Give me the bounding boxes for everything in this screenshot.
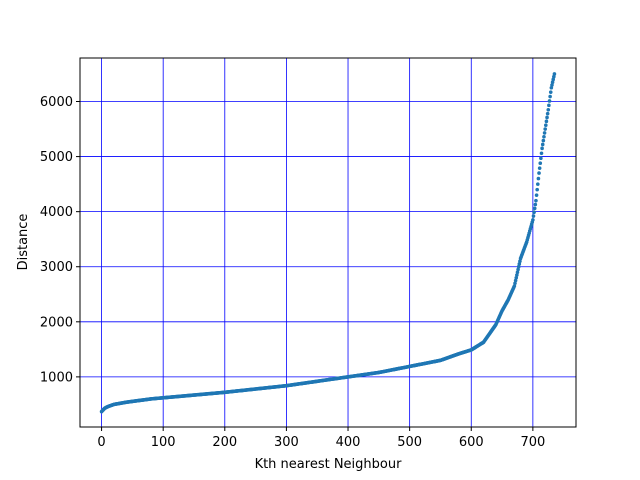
data-point [537,166,542,170]
data-point [539,151,544,156]
data-point [544,119,549,124]
data-point [512,284,517,288]
data-point [549,85,554,90]
data-point [532,206,537,211]
x-tick-label: 300 [274,435,299,450]
data-point [542,131,547,135]
grid-lines [80,58,576,427]
data-point [547,103,551,108]
data-point [545,115,549,120]
data-point [548,94,552,99]
data-point [535,187,539,192]
x-tick-label: 500 [397,435,422,450]
plot-frame [79,57,577,428]
data-point [550,80,555,85]
data-point [551,77,555,82]
data-point [543,127,547,131]
data-point [542,134,546,139]
data-point [547,99,552,103]
data-point [515,273,519,277]
y-tick-label: 1000 [40,370,73,385]
data-point [552,72,557,76]
data-point [531,214,536,218]
y-axis: 1000 2000 3000 4000 5000 6000 [40,95,80,385]
data-point [539,156,543,161]
x-tick-label: 700 [520,435,545,450]
x-axis: 0 100 200 300 400 500 600 700 [97,427,545,450]
x-tick-label: 200 [212,435,237,450]
y-tick-label: 5000 [40,150,73,165]
data-point [533,202,538,207]
data-point [540,146,544,151]
y-tick-label: 4000 [40,205,73,220]
data-point [550,83,554,87]
data-point [540,142,545,147]
x-tick-label: 0 [97,435,105,450]
data-point [536,182,540,186]
x-tick-label: 100 [151,435,176,450]
x-tick-label: 400 [336,435,361,450]
data-point [541,138,546,143]
data-point [534,193,539,197]
data-point [518,259,522,264]
data-points [99,72,557,414]
plot-area [80,58,576,427]
data-point [546,107,551,112]
y-tick-label: 2000 [40,315,73,330]
data-point [516,267,520,272]
y-tick-label: 3000 [40,260,73,275]
data-point [517,262,522,266]
data-point [545,111,550,116]
data-point [532,210,536,215]
data-point [513,281,517,286]
x-axis-label: Kth nearest Neighbour [255,457,403,472]
data-point [531,218,535,222]
data-point [513,278,518,283]
data-point [552,74,556,79]
data-point [537,171,541,175]
data-point [536,176,541,181]
data-point [538,161,543,165]
y-axis-label: Distance [16,214,31,271]
data-point [544,123,548,127]
data-point [515,270,520,275]
data-point [516,264,521,269]
data-point [534,198,538,203]
data-point [514,275,519,280]
x-tick-label: 600 [459,435,484,450]
data-point [548,90,553,94]
y-tick-label: 6000 [40,95,73,110]
